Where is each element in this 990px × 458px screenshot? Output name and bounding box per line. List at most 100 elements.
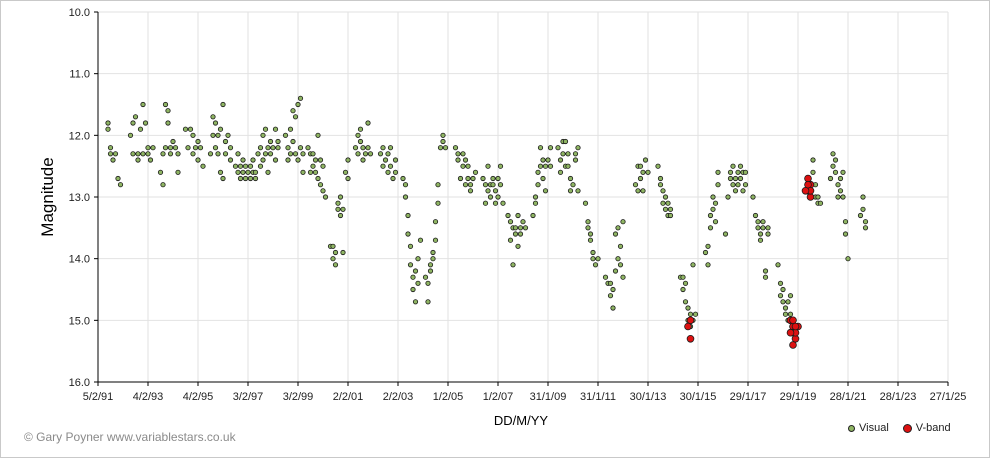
visual-point (762, 268, 769, 274)
visual-point (360, 145, 366, 151)
visual-point (410, 286, 416, 293)
visual-point (587, 231, 594, 237)
visual-point (382, 157, 389, 163)
visual-point (560, 151, 566, 157)
visual-point (570, 182, 576, 188)
visual-point (657, 182, 664, 188)
visual-point (165, 108, 171, 114)
visual-point (645, 169, 651, 175)
visual-point (355, 151, 361, 157)
visual-point (730, 182, 736, 188)
copyright-text: © Gary Poyner www.variablestars.co.uk (24, 430, 236, 444)
visual-point (547, 145, 554, 151)
visual-point (307, 169, 314, 175)
visual-point (620, 219, 626, 225)
visual-point (692, 311, 699, 317)
visual-point (667, 212, 674, 219)
visual-point (322, 194, 329, 200)
visual-point (217, 169, 224, 175)
legend-item-vband: V-band (902, 422, 951, 434)
visual-point (357, 126, 364, 132)
x-tick-label: 29/1/17 (730, 391, 767, 403)
visual-point (250, 157, 256, 163)
visual-point (387, 163, 394, 169)
visual-point (680, 286, 686, 293)
visual-point (210, 132, 216, 138)
visual-point (532, 200, 539, 206)
visual-point (247, 163, 254, 169)
visual-point (835, 182, 841, 188)
vband-point (686, 316, 695, 325)
visual-point (537, 145, 544, 151)
visual-point (472, 169, 479, 175)
visual-point (517, 231, 524, 237)
visual-point (837, 188, 844, 194)
visual-point (417, 237, 424, 243)
visual-point (575, 188, 581, 194)
visual-point (832, 157, 839, 163)
x-tick-label: 31/1/11 (580, 391, 616, 403)
visual-point (405, 212, 411, 219)
visual-point (297, 145, 304, 151)
visual-point (705, 243, 711, 249)
visual-point (862, 219, 869, 225)
visual-point (657, 175, 664, 182)
visual-point (312, 169, 319, 175)
visual-point (427, 268, 434, 274)
visual-point (117, 182, 124, 188)
visual-point (317, 182, 324, 188)
visual-point (127, 132, 134, 138)
visual-point (427, 262, 434, 268)
visual-point (425, 280, 431, 286)
visual-point (345, 157, 351, 163)
visual-point (490, 175, 496, 182)
visual-point (497, 182, 504, 188)
visual-point (340, 249, 346, 256)
visual-point (610, 305, 616, 311)
visual-point (425, 299, 431, 305)
legend: Visual V-band (848, 422, 959, 434)
visual-point (452, 145, 459, 151)
visual-point (712, 200, 719, 206)
visual-point (467, 188, 474, 194)
y-tick-label: 15.0 (69, 315, 90, 327)
visual-point (157, 169, 164, 175)
visual-point (392, 169, 399, 175)
visual-point (532, 194, 539, 200)
visual-point (252, 175, 259, 182)
visual-point (810, 157, 816, 163)
visual-point (212, 120, 219, 126)
visual-point (662, 194, 669, 200)
visual-point (235, 169, 241, 175)
visual-point (517, 225, 524, 231)
x-tick-label: 30/1/13 (630, 391, 667, 403)
visual-point (392, 157, 399, 163)
visual-point (780, 299, 786, 305)
visual-point (330, 256, 336, 262)
axes (94, 11, 949, 386)
visual-point (237, 163, 244, 169)
visual-point (167, 145, 174, 151)
visual-point (690, 262, 696, 268)
visual-point (462, 157, 469, 163)
x-tick-label: 1/2/07 (483, 391, 514, 403)
visual-point (190, 132, 196, 138)
visual-point (575, 145, 581, 151)
visual-point (105, 126, 111, 132)
visual-point (482, 182, 489, 188)
visual-point (540, 157, 546, 163)
visual-point (255, 151, 261, 157)
visual-point (442, 145, 449, 151)
visual-point (755, 219, 761, 225)
visual-point (145, 145, 151, 151)
visual-point (242, 163, 249, 169)
visual-point (140, 151, 146, 157)
visual-point (212, 145, 219, 151)
visual-point (200, 163, 206, 169)
visual-point (267, 138, 274, 145)
visual-point (467, 182, 474, 188)
visual-point (740, 188, 746, 194)
visual-point (237, 175, 244, 182)
visual-point (555, 145, 561, 151)
visual-point (272, 157, 279, 163)
